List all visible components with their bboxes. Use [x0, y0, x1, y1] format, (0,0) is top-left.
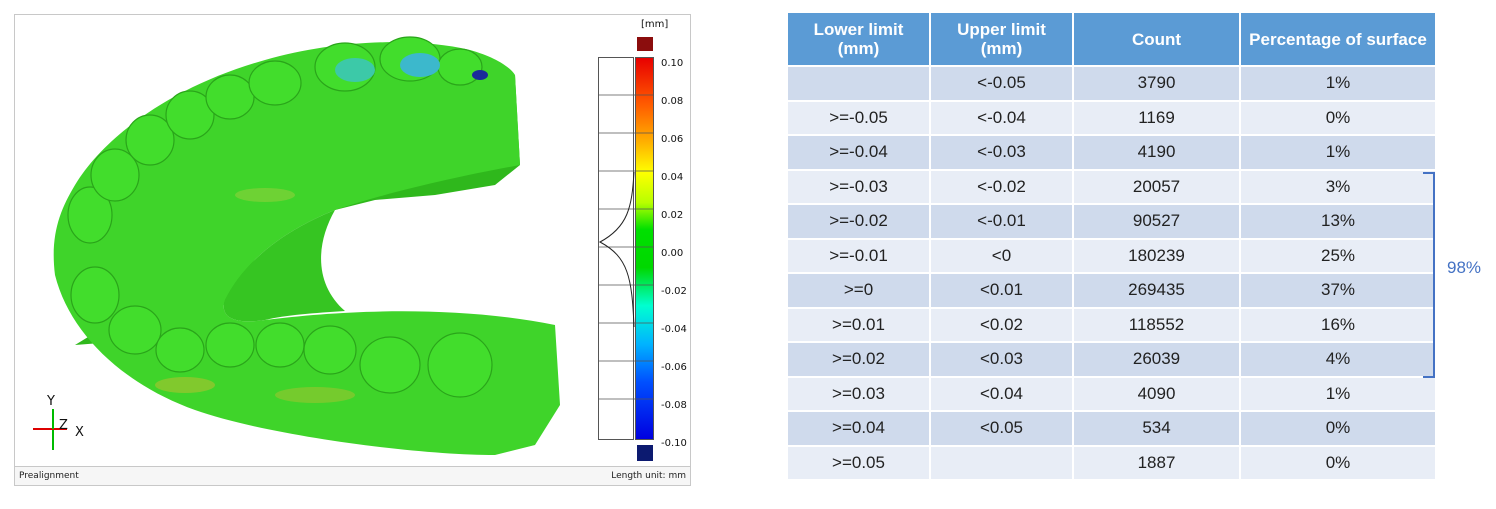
cell-upper-limit: <0.04	[931, 377, 1072, 410]
header-lower-limit: Lower limit (mm)	[788, 13, 929, 65]
range-bracket	[1423, 172, 1435, 378]
table-row: >=-0.02 <-0.01 90527 13%	[788, 205, 1435, 238]
scale-tick-label: 0.04	[661, 172, 684, 183]
cell-percentage: 4%	[1241, 343, 1435, 376]
cell-lower-limit	[788, 67, 929, 100]
cell-upper-limit: <-0.01	[931, 205, 1072, 238]
scale-tick-label: 0.02	[661, 210, 684, 221]
cell-lower-limit: >=0.02	[788, 343, 929, 376]
deviation-table-wrap: Lower limit (mm) Upper limit (mm) Count …	[786, 11, 1437, 481]
table-row: >=0.02 <0.03 26039 4%	[788, 343, 1435, 376]
cell-upper-limit: <-0.04	[931, 101, 1072, 134]
dental-arch-model[interactable]: Y Z X	[15, 15, 692, 467]
scale-under-swatch	[637, 445, 653, 461]
cell-lower-limit: >=0.05	[788, 446, 929, 479]
scale-tick-label: 0.06	[661, 134, 684, 145]
cell-count: 26039	[1074, 343, 1239, 376]
cell-count: 118552	[1074, 308, 1239, 341]
table-row: >=-0.05 <-0.04 1169 0%	[788, 101, 1435, 134]
cell-upper-limit: <-0.03	[931, 136, 1072, 169]
cell-count: 269435	[1074, 274, 1239, 307]
cell-percentage: 16%	[1241, 308, 1435, 341]
cell-count: 180239	[1074, 239, 1239, 272]
header-upper-limit: Upper limit (mm)	[931, 13, 1072, 65]
cell-percentage: 13%	[1241, 205, 1435, 238]
scale-tick-label: -0.10	[661, 438, 687, 449]
cell-count: 534	[1074, 412, 1239, 445]
cell-upper-limit: <0.01	[931, 274, 1072, 307]
cell-lower-limit: >=-0.05	[788, 101, 929, 134]
cell-percentage: 37%	[1241, 274, 1435, 307]
scale-tick-label: -0.08	[661, 400, 687, 411]
table-body: <-0.05 3790 1% >=-0.05 <-0.04 1169 0% >=-0.04 <-…	[788, 67, 1435, 479]
cell-count: 4190	[1074, 136, 1239, 169]
scale-tick-label: -0.04	[661, 324, 687, 335]
cell-upper-limit: <0.05	[931, 412, 1072, 445]
scale-tick-label: 0.10	[661, 58, 684, 69]
cell-count: 20057	[1074, 170, 1239, 203]
table-row: <-0.05 3790 1%	[788, 67, 1435, 100]
cell-percentage: 1%	[1241, 377, 1435, 410]
table-row: >=-0.04 <-0.03 4190 1%	[788, 136, 1435, 169]
cell-lower-limit: >=-0.02	[788, 205, 929, 238]
scale-over-swatch	[637, 37, 653, 51]
cell-percentage: 1%	[1241, 136, 1435, 169]
cell-lower-limit: >=0.03	[788, 377, 929, 410]
cell-lower-limit: >=0.01	[788, 308, 929, 341]
scale-tick-label: -0.06	[661, 362, 687, 373]
header-count: Count	[1074, 13, 1239, 65]
cell-count: 90527	[1074, 205, 1239, 238]
cell-percentage: 25%	[1241, 239, 1435, 272]
scale-tick-label: 0.00	[661, 248, 684, 259]
cell-count: 4090	[1074, 377, 1239, 410]
cell-upper-limit: <0	[931, 239, 1072, 272]
cell-percentage: 0%	[1241, 446, 1435, 479]
scale-tick-label: -0.02	[661, 286, 687, 297]
color-scale-bar	[635, 57, 654, 440]
axis-y-label: Y	[46, 394, 55, 409]
status-bar: Prealignment Length unit: mm	[15, 466, 690, 485]
table-row: >=0.03 <0.04 4090 1%	[788, 377, 1435, 410]
header-percentage: Percentage of surface	[1241, 13, 1435, 65]
axis-z-label: Z	[59, 418, 68, 433]
cell-upper-limit	[931, 446, 1072, 479]
status-mode: Prealignment	[19, 471, 79, 481]
table-row: >=0.04 <0.05 534 0%	[788, 412, 1435, 445]
cell-percentage: 0%	[1241, 101, 1435, 134]
bracket-percentage-label: 98%	[1447, 258, 1482, 277]
table-row: >=0.01 <0.02 118552 16%	[788, 308, 1435, 341]
cell-count: 1887	[1074, 446, 1239, 479]
cell-percentage: 0%	[1241, 412, 1435, 445]
cell-percentage: 1%	[1241, 67, 1435, 100]
cell-lower-limit: >=0	[788, 274, 929, 307]
scale-unit-label: [mm]	[641, 19, 669, 30]
cell-lower-limit: >=0.04	[788, 412, 929, 445]
distribution-box	[598, 57, 634, 440]
table-row: >=0 <0.01 269435 37%	[788, 274, 1435, 307]
axis-triad: Y Z X	[33, 394, 84, 450]
table-row: >=0.05 1887 0%	[788, 446, 1435, 479]
cell-upper-limit: <0.03	[931, 343, 1072, 376]
distribution-curve	[598, 171, 635, 328]
cell-upper-limit: <-0.02	[931, 170, 1072, 203]
scale-tick-label: 0.08	[661, 96, 684, 107]
cell-lower-limit: >=-0.03	[788, 170, 929, 203]
cell-upper-limit: <0.02	[931, 308, 1072, 341]
cell-count: 1169	[1074, 101, 1239, 134]
table-row: >=-0.03 <-0.02 20057 3%	[788, 170, 1435, 203]
cell-percentage: 3%	[1241, 170, 1435, 203]
deviation-viewer[interactable]: Y Z X [mm] 0.10 0.08 0.06 0.04 0.02 0.00 -0.02…	[14, 14, 691, 486]
table-row: >=-0.01 <0 180239 25%	[788, 239, 1435, 272]
lower-teeth	[70, 266, 493, 398]
cell-lower-limit: >=-0.01	[788, 239, 929, 272]
cell-count: 3790	[1074, 67, 1239, 100]
deviation-table: Lower limit (mm) Upper limit (mm) Count …	[786, 11, 1437, 481]
scale-ticks	[598, 94, 654, 400]
cell-upper-limit: <-0.05	[931, 67, 1072, 100]
status-unit: Length unit: mm	[611, 471, 686, 481]
table-header-row: Lower limit (mm) Upper limit (mm) Count …	[788, 13, 1435, 65]
cell-lower-limit: >=-0.04	[788, 136, 929, 169]
axis-x-label: X	[75, 425, 84, 440]
